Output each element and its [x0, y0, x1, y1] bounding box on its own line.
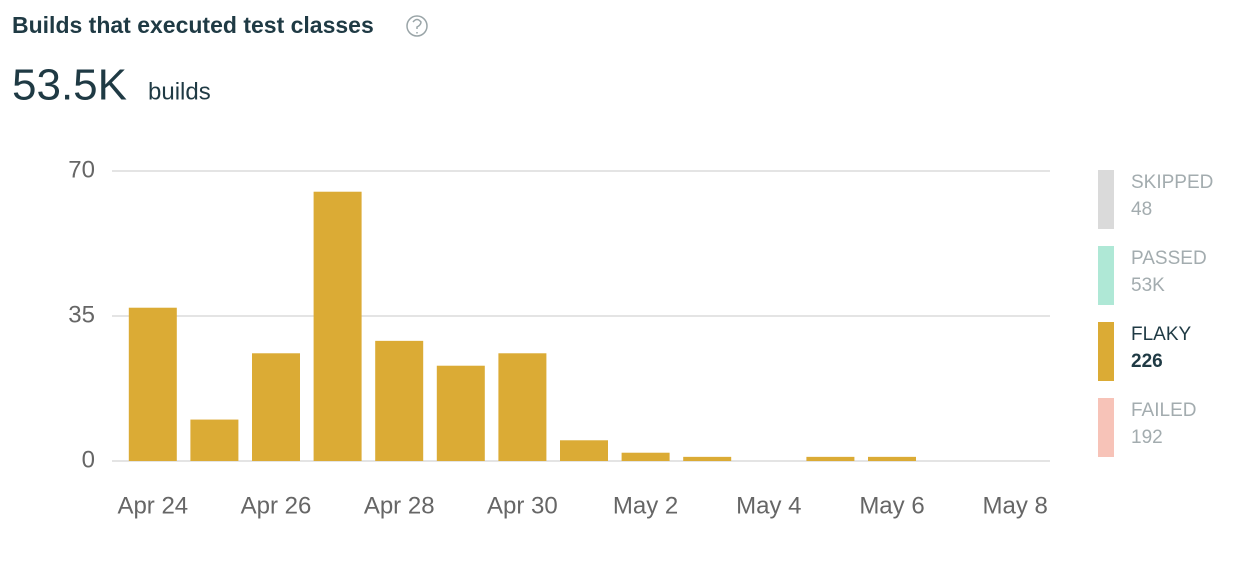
legend-swatch — [1098, 322, 1114, 381]
legend-count: 226 — [1131, 351, 1163, 372]
x-tick-label: May 8 — [983, 492, 1048, 519]
bar — [436, 365, 485, 461]
legend-label: FLAKY — [1131, 324, 1192, 345]
bar — [375, 340, 424, 461]
y-tick-label: 0 — [82, 446, 95, 473]
legend-swatch — [1098, 398, 1114, 457]
legend-count: 48 — [1131, 199, 1152, 220]
x-tick-label: Apr 24 — [117, 492, 188, 519]
legend-swatch — [1098, 170, 1114, 229]
legend-label: FAILED — [1131, 400, 1196, 421]
x-tick-label: May 6 — [859, 492, 924, 519]
help-mark[interactable] — [412, 18, 422, 34]
legend-count: 192 — [1131, 427, 1163, 448]
title: Builds that executed test classes — [12, 12, 374, 38]
x-tick-label: Apr 28 — [364, 492, 435, 519]
bar — [252, 353, 300, 461]
bar — [128, 307, 177, 461]
x-tick-label: Apr 30 — [487, 492, 558, 519]
bar — [190, 419, 239, 461]
bar — [621, 452, 670, 461]
bar — [498, 353, 547, 461]
legend-count: 53K — [1131, 275, 1165, 296]
y-tick-label: 70 — [68, 156, 95, 183]
x-tick-label: Apr 26 — [241, 492, 312, 519]
bar — [868, 456, 916, 461]
total: 53.5K — [12, 61, 127, 110]
legend-label: PASSED — [1131, 248, 1207, 269]
help-circle[interactable] — [406, 15, 428, 37]
bar — [806, 456, 855, 461]
bar — [683, 456, 732, 461]
bar — [313, 191, 362, 461]
bar — [560, 440, 608, 461]
y-tick-label: 35 — [68, 301, 95, 328]
total-unit: builds — [148, 78, 211, 105]
x-tick-label: May 4 — [736, 492, 801, 519]
help-icon[interactable] — [406, 15, 428, 37]
legend-label: SKIPPED — [1131, 172, 1213, 193]
legend-swatch — [1098, 246, 1114, 305]
x-tick-label: May 2 — [613, 492, 678, 519]
